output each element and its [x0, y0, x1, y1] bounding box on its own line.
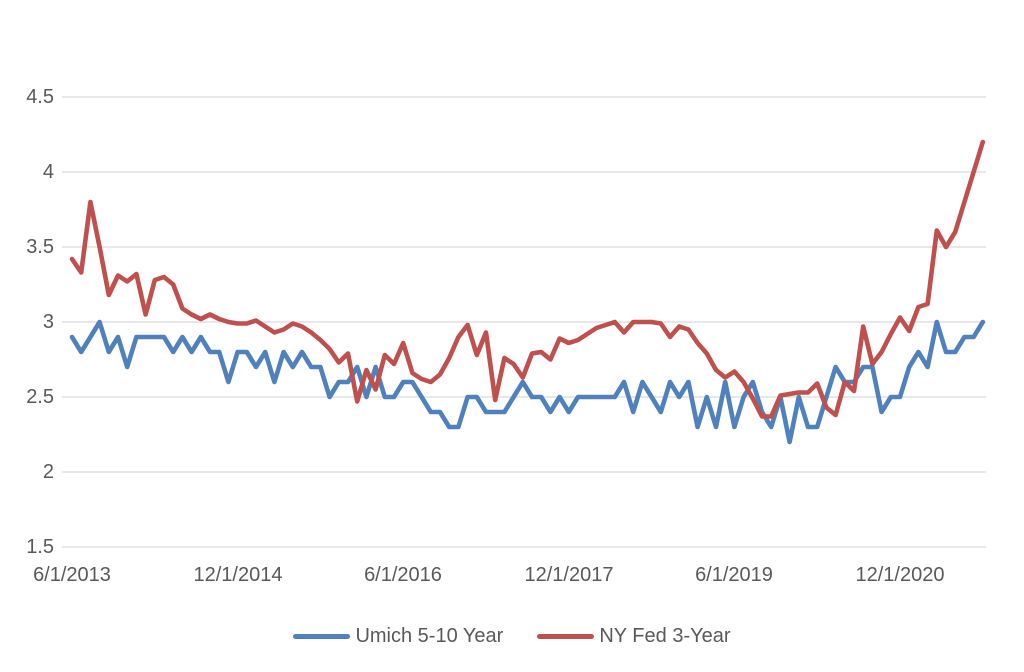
x-axis-tick-label: 12/1/2020 [855, 564, 945, 586]
y-axis-tick-label: 2.5 [26, 386, 54, 408]
y-axis-tick-label: 1.5 [26, 536, 54, 558]
legend-swatch-nyfed [537, 633, 595, 639]
y-axis-tick-label: 4 [42, 161, 54, 183]
series-line-umich [69, 319, 986, 445]
legend-label-nyfed: NY Fed 3-Year [599, 624, 731, 647]
x-axis-tick-label: 6/1/2016 [364, 564, 442, 586]
y-axis-tick-label: 4.5 [26, 86, 54, 108]
y-axis-tick-label: 2 [42, 461, 54, 483]
y-axis-tick-label: 3.5 [26, 236, 54, 258]
x-axis-tick-label: 12/1/2014 [193, 564, 283, 586]
series-line-nyfed [69, 139, 986, 419]
x-axis-tick-label: 6/1/2019 [695, 564, 773, 586]
legend-swatch-umich [293, 633, 351, 639]
legend-item-umich: Umich 5-10 Year [293, 625, 503, 648]
legend-label-umich: Umich 5-10 Year [355, 624, 504, 647]
legend: Umich 5-10 Year NY Fed 3-Year [0, 622, 1024, 650]
x-axis-tick-label: 6/1/2013 [33, 564, 111, 586]
legend-item-nyfed: NY Fed 3-Year [537, 624, 731, 648]
y-axis-tick-label: 3 [42, 311, 54, 333]
x-axis-tick-label: 12/1/2017 [524, 564, 614, 586]
